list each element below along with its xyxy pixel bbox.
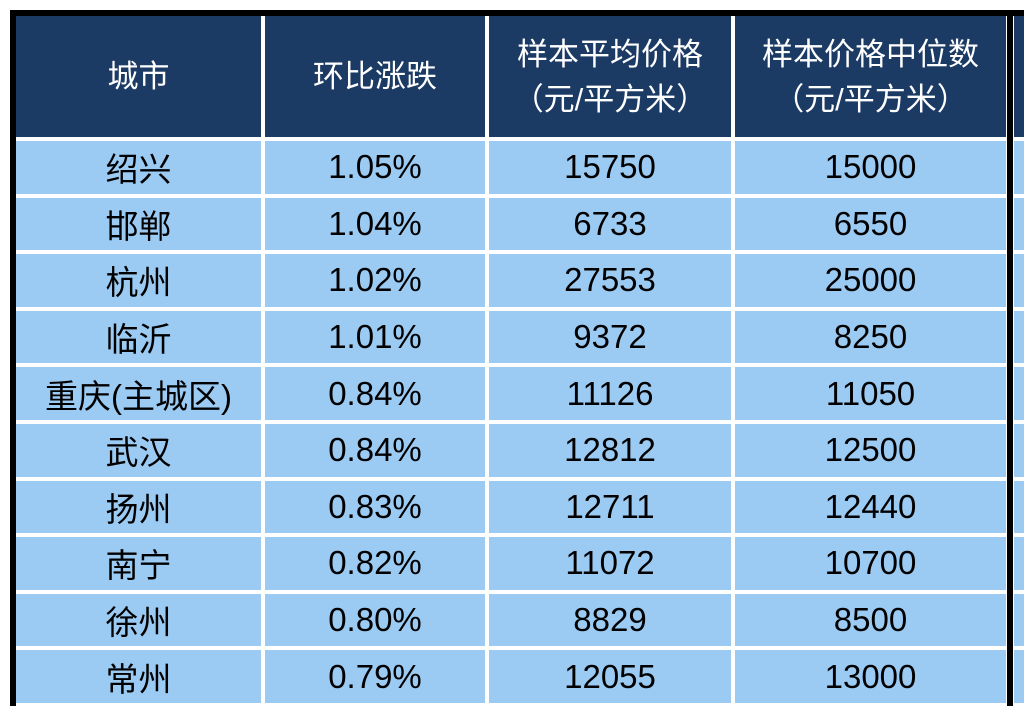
column-header-mom-change: 环比涨跌 (265, 16, 485, 137)
value-cell: 1.04% (265, 197, 485, 251)
value-cell: 15750 (489, 141, 731, 194)
value-cell: 1.01% (265, 310, 485, 364)
value-cell: 11126 (489, 367, 731, 420)
city-cell: 重庆(主城区) (16, 367, 261, 420)
value-cell: 10700 (735, 537, 1006, 590)
column-header-avg-price: 样本平均价格 （元/平方米） (489, 16, 731, 137)
value-cell: 12055 (489, 650, 731, 703)
column-header-median-price-line2: （元/平方米） (773, 81, 968, 117)
value-cell: 12500 (735, 423, 1006, 477)
city-cell: 临沂 (16, 310, 261, 364)
value-cell: 9372 (489, 310, 731, 364)
table-outer-border-left (10, 10, 16, 706)
value-cell: 15000 (735, 141, 1006, 194)
city-cell: 杭州 (16, 254, 261, 307)
column-header-median-price-line1: 样本价格中位数 (762, 36, 979, 72)
cropped-row-band (1014, 254, 1024, 307)
value-cell: 0.83% (265, 480, 485, 534)
value-cell: 11050 (735, 367, 1006, 420)
cropped-row-band (1014, 310, 1024, 364)
column-header-mom-change-label: 环比涨跌 (313, 59, 437, 94)
column-header-median-price: 样本价格中位数 （元/平方米） (735, 16, 1006, 137)
city-cell: 南宁 (16, 537, 261, 590)
cropped-row-band (1014, 593, 1024, 647)
value-cell: 6733 (489, 197, 731, 251)
cropped-next-column (1014, 16, 1024, 703)
city-cell: 武汉 (16, 423, 261, 477)
value-cell: 8250 (735, 310, 1006, 364)
value-cell: 13000 (735, 650, 1006, 703)
city-cell: 扬州 (16, 480, 261, 534)
table-outer-border-top (10, 10, 1024, 16)
value-cell: 0.82% (265, 537, 485, 590)
cropped-row-band (1014, 423, 1024, 477)
value-cell: 0.84% (265, 367, 485, 420)
thick-column-divider (1007, 10, 1013, 706)
cropped-row-band (1014, 367, 1024, 420)
value-cell: 1.05% (265, 141, 485, 194)
value-cell: 12711 (489, 480, 731, 534)
cropped-row-band (1014, 141, 1024, 194)
value-cell: 12812 (489, 423, 731, 477)
value-cell: 27553 (489, 254, 731, 307)
value-cell: 6550 (735, 197, 1006, 251)
value-cell: 11072 (489, 537, 731, 590)
value-cell: 0.84% (265, 423, 485, 477)
city-cell: 徐州 (16, 593, 261, 647)
cropped-row-band (1014, 480, 1024, 534)
column-header-avg-price-line2: （元/平方米） (512, 81, 708, 117)
value-cell: 8829 (489, 593, 731, 647)
cropped-row-band (1014, 197, 1024, 251)
value-cell: 1.02% (265, 254, 485, 307)
column-header-city: 城市 (16, 16, 261, 137)
value-cell: 0.80% (265, 593, 485, 647)
price-table: 城市 环比涨跌 样本平均价格 （元/平方米） 样本价格中位数 （元/平方米） 绍… (16, 16, 1006, 703)
value-cell: 25000 (735, 254, 1006, 307)
value-cell: 8500 (735, 593, 1006, 647)
city-cell: 常州 (16, 650, 261, 703)
city-cell: 绍兴 (16, 141, 261, 194)
column-header-city-label: 城市 (107, 59, 170, 94)
cropped-row-band (1014, 537, 1024, 590)
column-header-avg-price-line1: 样本平均价格 (517, 36, 703, 72)
city-cell: 邯郸 (16, 197, 261, 251)
cropped-header-band (1014, 16, 1024, 137)
value-cell: 12440 (735, 480, 1006, 534)
value-cell: 0.79% (265, 650, 485, 703)
cropped-row-band (1014, 650, 1024, 703)
